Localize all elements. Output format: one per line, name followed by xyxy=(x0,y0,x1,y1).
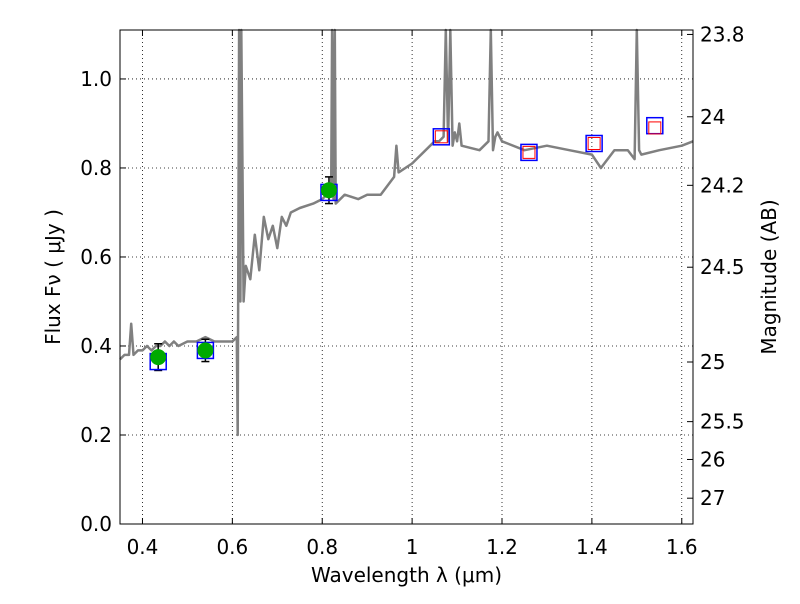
mag-tick-label: 25 xyxy=(700,350,725,374)
y-tick-label: 0.2 xyxy=(80,423,112,447)
mag-tick-label: 26 xyxy=(700,447,725,471)
x-tick-label: 0.6 xyxy=(216,535,248,559)
mag-tick-label: 23.8 xyxy=(700,22,745,46)
y2-axis-title: Magnitude (AB) xyxy=(757,199,781,354)
upper-limit-marker xyxy=(522,145,536,159)
x-tick-label: 0.4 xyxy=(127,535,159,559)
mag-tick-label: 24.5 xyxy=(700,255,745,279)
mag-tick-label: 24 xyxy=(700,105,725,129)
axis-ticks: 0.4 0.6 0.8 1 1.2 1.4 1.6 0.0 0.2 0.4 0.6 0.8 1.0 23.… xyxy=(80,22,744,559)
model-band-marker xyxy=(520,143,538,162)
y-tick-label: 0.6 xyxy=(80,245,112,269)
mag-tick-label: 27 xyxy=(700,486,725,510)
y-axis-title: Flux Fν ( μJy ) xyxy=(41,209,65,345)
photometry-point xyxy=(197,342,214,359)
upper-limit-marker xyxy=(648,121,662,135)
x-tick-label: 1.4 xyxy=(576,535,608,559)
x-tick-label: 1 xyxy=(406,535,419,559)
y-tick-label: 1.0 xyxy=(80,67,112,91)
photometry-point xyxy=(150,349,167,366)
y-tick-label: 0.4 xyxy=(80,334,112,358)
x-tick-label: 1.2 xyxy=(486,535,518,559)
y-tick-label: 0.0 xyxy=(80,512,112,536)
x-tick-label: 0.8 xyxy=(306,535,338,559)
upper-limit-marker xyxy=(587,136,601,150)
x-tick-label: 1.6 xyxy=(666,535,698,559)
grid-lines xyxy=(120,30,693,525)
series-layer xyxy=(119,28,694,437)
model-band-marker xyxy=(585,134,603,153)
model-spectrum-line xyxy=(119,28,694,437)
mag-tick-label: 24.2 xyxy=(700,173,745,197)
plot-frame xyxy=(119,29,694,525)
photometry-point xyxy=(320,182,337,199)
mag-tick-label: 25.5 xyxy=(700,410,745,434)
marker-layer xyxy=(149,116,664,372)
model-band-marker xyxy=(432,128,451,146)
y-tick-label: 0.8 xyxy=(80,156,112,180)
x-axis-title: Wavelength λ (μm) xyxy=(311,563,502,587)
upper-limit-marker xyxy=(434,130,448,144)
